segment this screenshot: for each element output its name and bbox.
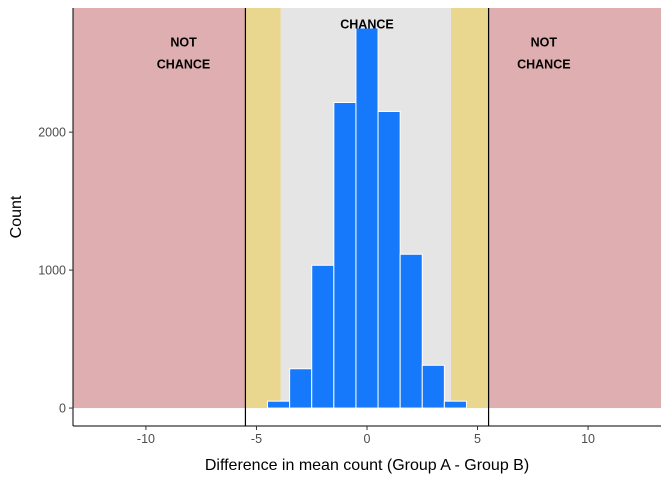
region-not-chance-left bbox=[73, 8, 246, 409]
background-regions bbox=[73, 8, 661, 409]
y-tick-label: 0 bbox=[59, 402, 66, 416]
x-tick-label: -10 bbox=[137, 432, 155, 446]
region-not-chance-right bbox=[488, 8, 661, 409]
histogram-bars bbox=[267, 27, 467, 409]
y-axis-title: Count bbox=[8, 195, 25, 238]
histogram-bar bbox=[333, 101, 357, 409]
histogram-bar bbox=[267, 400, 291, 409]
region-label: NOT CHANCE bbox=[157, 36, 210, 72]
histogram-bar bbox=[311, 264, 335, 409]
region-buffer-right bbox=[451, 8, 489, 409]
histogram-bar bbox=[377, 110, 401, 409]
x-tick-label: 5 bbox=[474, 432, 481, 446]
x-tick-label: 10 bbox=[581, 432, 595, 446]
cutoff-lines bbox=[244, 8, 490, 426]
histogram-bar bbox=[289, 368, 313, 409]
histogram-bar bbox=[355, 27, 379, 409]
region-buffer-left bbox=[245, 8, 281, 409]
x-tick-label: 0 bbox=[364, 432, 371, 446]
x-axis-title: Difference in mean count (Group A - Grou… bbox=[205, 457, 529, 474]
region-annotations: NOT CHANCE CHANCE NOT CHANCE bbox=[157, 18, 571, 72]
histogram-bar bbox=[421, 364, 445, 409]
histogram-bar bbox=[399, 253, 423, 409]
histogram-bar bbox=[443, 400, 467, 409]
region-label: CHANCE bbox=[340, 18, 393, 32]
region-label: NOT CHANCE bbox=[517, 36, 570, 72]
y-tick-label: 2000 bbox=[38, 126, 66, 140]
x-tick-label: -5 bbox=[251, 432, 262, 446]
y-tick-label: 1000 bbox=[38, 264, 66, 278]
axis-ticks: -10 -5 0 5 10 0 1000 2000 bbox=[38, 126, 595, 446]
